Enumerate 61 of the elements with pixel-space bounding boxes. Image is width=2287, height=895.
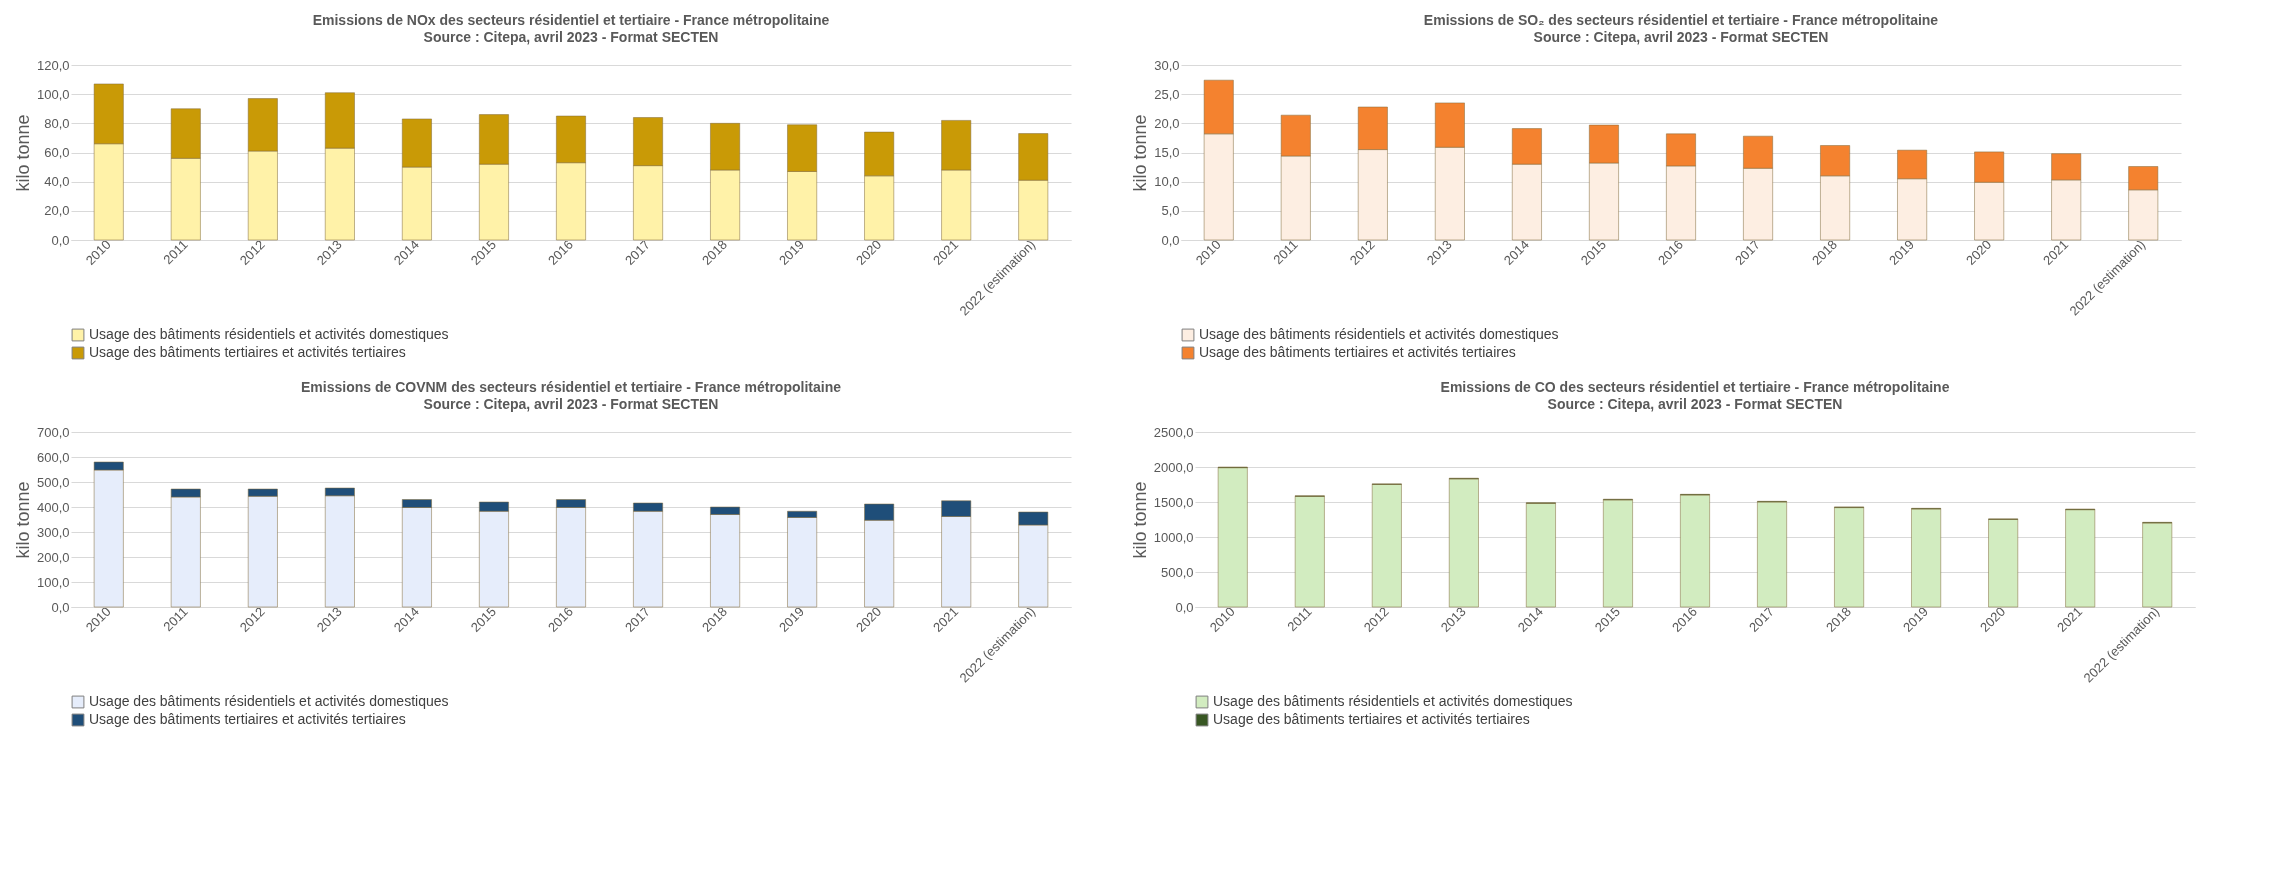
legend-label: Usage des bâtiments tertiaires et activités tertiaires bbox=[1213, 711, 1530, 727]
y-tick-label: 25,0 bbox=[1154, 86, 1180, 102]
legend-label: Usage des bâtiments résidentiels et activités domestiques bbox=[89, 326, 449, 342]
y-tick-label: 500,0 bbox=[1160, 564, 1194, 580]
y-tick-label: 100,0 bbox=[36, 574, 70, 590]
y-axis-title: kilo tonne bbox=[12, 481, 33, 559]
y-tick-label: 2000,0 bbox=[1153, 459, 1194, 475]
chart-subtitle: Source : Citepa, avril 2023 - Format SECTEN bbox=[423, 29, 719, 45]
y-tick-label: 0,0 bbox=[1161, 232, 1180, 248]
y-tick-label: 30,0 bbox=[1154, 57, 1180, 73]
y-tick-label: 80,0 bbox=[44, 115, 70, 131]
y-axis-title: kilo tonne bbox=[1130, 114, 1151, 192]
bar bbox=[1294, 495, 1325, 608]
y-tick-label: 10,0 bbox=[1154, 174, 1180, 190]
chart-title: Emissions de CO des secteurs résidentiel et tertiaire - France métropolitaine bbox=[1440, 379, 1950, 395]
legend-label: Usage des bâtiments résidentiels et activités domestiques bbox=[89, 693, 449, 709]
y-axis-title: kilo tonne bbox=[12, 114, 33, 192]
bar bbox=[1217, 467, 1248, 608]
chart-subtitle: Source : Citepa, avril 2023 - Format SECTEN bbox=[1533, 29, 1829, 45]
y-tick-label: 40,0 bbox=[44, 174, 70, 190]
bar bbox=[2142, 522, 2173, 608]
y-tick-label: 2500,0 bbox=[1153, 424, 1194, 440]
y-tick-label: 0,0 bbox=[51, 232, 70, 248]
bar bbox=[1602, 499, 1634, 608]
y-tick-label: 400,0 bbox=[36, 499, 70, 515]
y-tick-label: 0,0 bbox=[1175, 599, 1194, 615]
y-tick-label: 100,0 bbox=[36, 86, 70, 102]
y-tick-label: 1000,0 bbox=[1153, 529, 1194, 545]
bar bbox=[1910, 508, 1942, 608]
y-tick-label: 700,0 bbox=[36, 424, 70, 440]
y-tick-label: 0,0 bbox=[51, 599, 70, 615]
bar bbox=[2065, 509, 2096, 608]
chart-subtitle: Source : Citepa, avril 2023 - Format SECTEN bbox=[423, 396, 719, 412]
bar bbox=[1371, 484, 1402, 608]
bar bbox=[1448, 478, 1480, 608]
y-tick-label: 120,0 bbox=[36, 57, 70, 73]
legend-label: Usage des bâtiments tertiaires et activités tertiaires bbox=[89, 344, 406, 360]
chart-title: Emissions de NOx des secteurs résidentiel et tertiaire - France métropolitaine bbox=[312, 12, 830, 28]
bar bbox=[1525, 502, 1557, 608]
chart-subtitle: Source : Citepa, avril 2023 - Format SECTEN bbox=[1547, 396, 1843, 412]
bar bbox=[1679, 494, 1711, 608]
legend-label: Usage des bâtiments tertiaires et activités tertiaires bbox=[1199, 344, 1516, 360]
chart-title: Emissions de SO₂ des secteurs résidentiel et tertiaire - France métropolitaine bbox=[1423, 12, 1939, 28]
y-tick-label: 15,0 bbox=[1154, 145, 1180, 160]
y-tick-label: 300,0 bbox=[36, 524, 70, 540]
y-tick-label: 500,0 bbox=[36, 474, 70, 490]
y-axis-title: kilo tonne bbox=[1129, 481, 1150, 559]
y-tick-label: 600,0 bbox=[36, 449, 70, 465]
y-tick-label: 20,0 bbox=[1154, 115, 1180, 131]
bar bbox=[1756, 501, 1788, 608]
legend-label: Usage des bâtiments résidentiels et activités domestiques bbox=[1199, 326, 1559, 342]
y-tick-label: 200,0 bbox=[36, 549, 70, 565]
y-tick-label: 5,0 bbox=[1161, 203, 1180, 219]
chart-title: Emissions de COVNM des secteurs résidentiel et tertiaire - France métropolitaine bbox=[301, 379, 842, 395]
bar bbox=[1988, 519, 2019, 608]
bar bbox=[1833, 507, 1865, 608]
legend-label: Usage des bâtiments tertiaires et activités tertiaires bbox=[89, 711, 406, 727]
y-tick-label: 1500,0 bbox=[1153, 494, 1194, 510]
y-tick-label: 60,0 bbox=[44, 145, 70, 160]
legend-label: Usage des bâtiments résidentiels et activités domestiques bbox=[1213, 693, 1573, 709]
y-tick-label: 20,0 bbox=[44, 203, 70, 219]
